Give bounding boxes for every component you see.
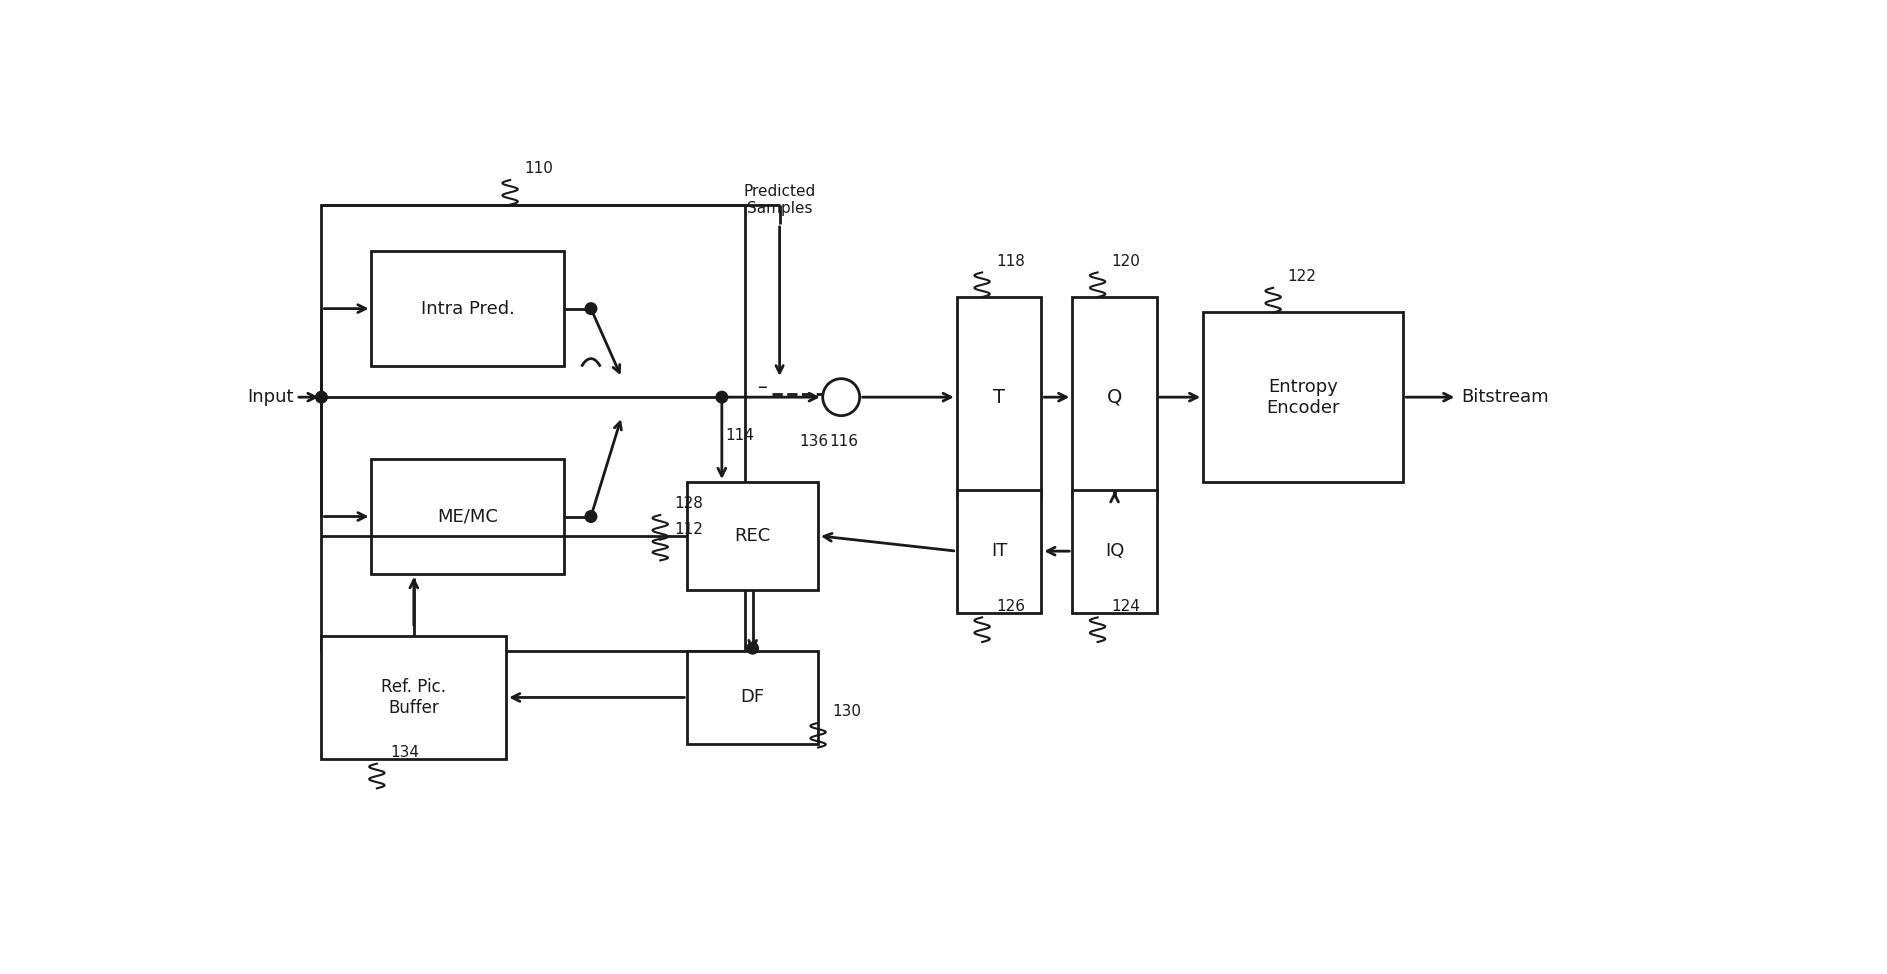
Text: 128: 128	[674, 496, 704, 511]
Text: 124: 124	[1111, 599, 1140, 614]
Text: Bitstream: Bitstream	[1461, 389, 1549, 406]
Circle shape	[585, 303, 596, 315]
Text: –: –	[759, 379, 768, 397]
Text: REC: REC	[734, 527, 770, 544]
Text: 126: 126	[996, 599, 1025, 614]
Circle shape	[747, 643, 759, 654]
Bar	[321, 636, 506, 759]
Bar	[372, 251, 564, 366]
Circle shape	[823, 379, 860, 416]
Bar	[372, 459, 564, 575]
Circle shape	[715, 392, 728, 403]
Bar	[687, 652, 819, 744]
Bar	[1204, 313, 1404, 482]
Text: 122: 122	[1287, 269, 1315, 284]
Text: Q: Q	[1108, 388, 1123, 407]
Bar	[321, 205, 745, 652]
Text: 118: 118	[996, 253, 1025, 269]
Text: IT: IT	[991, 543, 1008, 560]
Circle shape	[315, 392, 326, 403]
Text: DF: DF	[740, 689, 764, 706]
Bar	[957, 490, 1042, 613]
Text: IQ: IQ	[1106, 543, 1125, 560]
Text: 112: 112	[674, 522, 704, 538]
Text: 136: 136	[798, 434, 828, 449]
Text: T: T	[993, 388, 1006, 407]
Text: 110: 110	[525, 161, 553, 176]
Text: Entropy
Encoder: Entropy Encoder	[1266, 378, 1340, 417]
Text: ME/MC: ME/MC	[438, 507, 498, 526]
Text: Intra Pred.: Intra Pred.	[421, 300, 515, 318]
Text: Input: Input	[247, 389, 292, 406]
Text: 114: 114	[726, 428, 755, 443]
Text: 116: 116	[830, 434, 859, 449]
Text: Predicted
Samples: Predicted Samples	[743, 184, 815, 216]
Bar	[957, 297, 1042, 498]
Bar	[1072, 297, 1157, 498]
Text: 130: 130	[832, 704, 860, 719]
Text: Ref. Pic.
Buffer: Ref. Pic. Buffer	[381, 678, 447, 717]
Bar	[687, 482, 819, 589]
Circle shape	[585, 510, 596, 522]
Text: 134: 134	[391, 745, 419, 760]
Bar	[1072, 490, 1157, 613]
Text: 120: 120	[1111, 253, 1140, 269]
